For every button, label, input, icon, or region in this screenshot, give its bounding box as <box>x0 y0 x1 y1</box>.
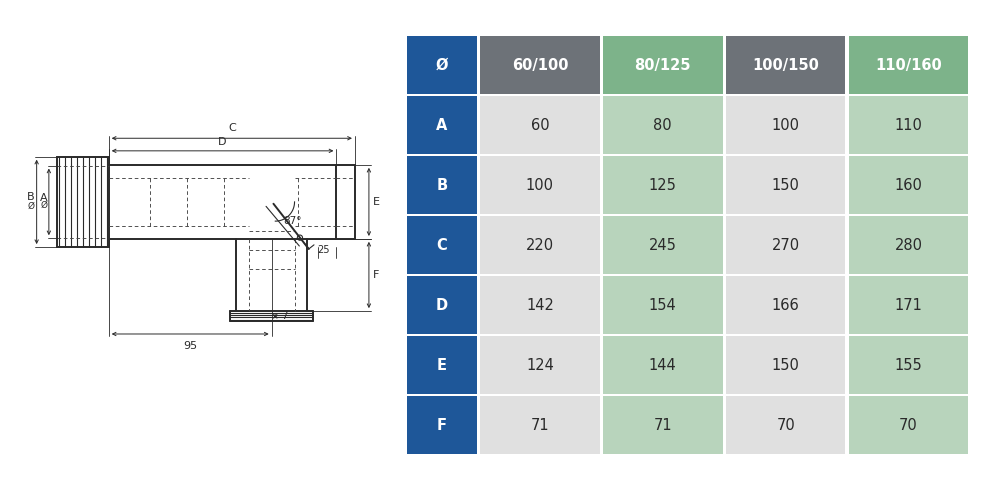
Text: E: E <box>437 358 447 372</box>
Text: D: D <box>436 298 448 312</box>
Bar <box>849 216 968 274</box>
Bar <box>480 396 600 454</box>
Bar <box>603 396 723 454</box>
Text: Ø: Ø <box>28 202 35 211</box>
Text: Ø: Ø <box>41 201 48 210</box>
Bar <box>726 36 845 94</box>
Bar <box>407 36 477 94</box>
Text: 7: 7 <box>281 311 287 321</box>
Bar <box>726 156 845 214</box>
Bar <box>726 396 845 454</box>
Text: 87°: 87° <box>283 216 302 226</box>
Text: 100: 100 <box>526 178 554 192</box>
Bar <box>849 36 968 94</box>
Bar <box>726 336 845 394</box>
Text: 71: 71 <box>653 418 672 432</box>
Text: 270: 270 <box>772 238 800 252</box>
Bar <box>480 96 600 154</box>
Text: 245: 245 <box>649 238 677 252</box>
Text: 100: 100 <box>772 118 800 132</box>
Bar <box>407 156 477 214</box>
Text: 71: 71 <box>531 418 549 432</box>
Text: B: B <box>436 178 447 192</box>
Text: 95: 95 <box>183 340 197 350</box>
Text: F: F <box>373 270 380 280</box>
Text: 80/125: 80/125 <box>635 58 691 72</box>
Bar <box>849 156 968 214</box>
Text: B: B <box>27 192 35 202</box>
Text: 171: 171 <box>895 298 922 312</box>
Bar <box>480 36 600 94</box>
Text: 220: 220 <box>526 238 554 252</box>
Bar <box>407 276 477 334</box>
Text: 124: 124 <box>526 358 554 372</box>
Bar <box>603 336 723 394</box>
Text: E: E <box>373 197 380 207</box>
Bar <box>407 396 477 454</box>
Text: 142: 142 <box>526 298 554 312</box>
Bar <box>407 336 477 394</box>
Bar <box>849 96 968 154</box>
Bar <box>603 276 723 334</box>
Text: 100/150: 100/150 <box>752 58 819 72</box>
Text: 60/100: 60/100 <box>512 58 568 72</box>
Bar <box>603 96 723 154</box>
Text: 125: 125 <box>649 178 677 192</box>
Text: 280: 280 <box>895 238 923 252</box>
Text: 160: 160 <box>895 178 922 192</box>
Text: D: D <box>218 137 227 147</box>
Bar <box>849 336 968 394</box>
Text: 60: 60 <box>531 118 549 132</box>
Bar <box>849 396 968 454</box>
Text: 70: 70 <box>776 418 795 432</box>
Text: C: C <box>228 124 236 134</box>
Text: 155: 155 <box>895 358 922 372</box>
Text: 25: 25 <box>317 245 330 255</box>
Text: 144: 144 <box>649 358 677 372</box>
Bar <box>603 36 723 94</box>
Bar <box>480 336 600 394</box>
Bar <box>603 156 723 214</box>
Text: 110/160: 110/160 <box>875 58 942 72</box>
Bar <box>480 216 600 274</box>
Bar <box>726 96 845 154</box>
Text: 110: 110 <box>895 118 922 132</box>
Bar <box>726 216 845 274</box>
Text: Ø: Ø <box>435 58 448 72</box>
Bar <box>407 216 477 274</box>
Text: C: C <box>436 238 447 252</box>
Text: 70: 70 <box>899 418 918 432</box>
Text: A: A <box>40 193 48 203</box>
Text: 154: 154 <box>649 298 677 312</box>
Text: 150: 150 <box>772 358 800 372</box>
Bar <box>849 276 968 334</box>
Bar <box>603 216 723 274</box>
Bar <box>480 276 600 334</box>
Bar <box>407 96 477 154</box>
Bar <box>726 276 845 334</box>
Bar <box>57 157 109 247</box>
Text: A: A <box>436 118 447 132</box>
Text: 150: 150 <box>772 178 800 192</box>
Bar <box>336 165 355 239</box>
Text: 166: 166 <box>772 298 800 312</box>
Text: F: F <box>437 418 447 432</box>
Text: 80: 80 <box>653 118 672 132</box>
Bar <box>480 156 600 214</box>
